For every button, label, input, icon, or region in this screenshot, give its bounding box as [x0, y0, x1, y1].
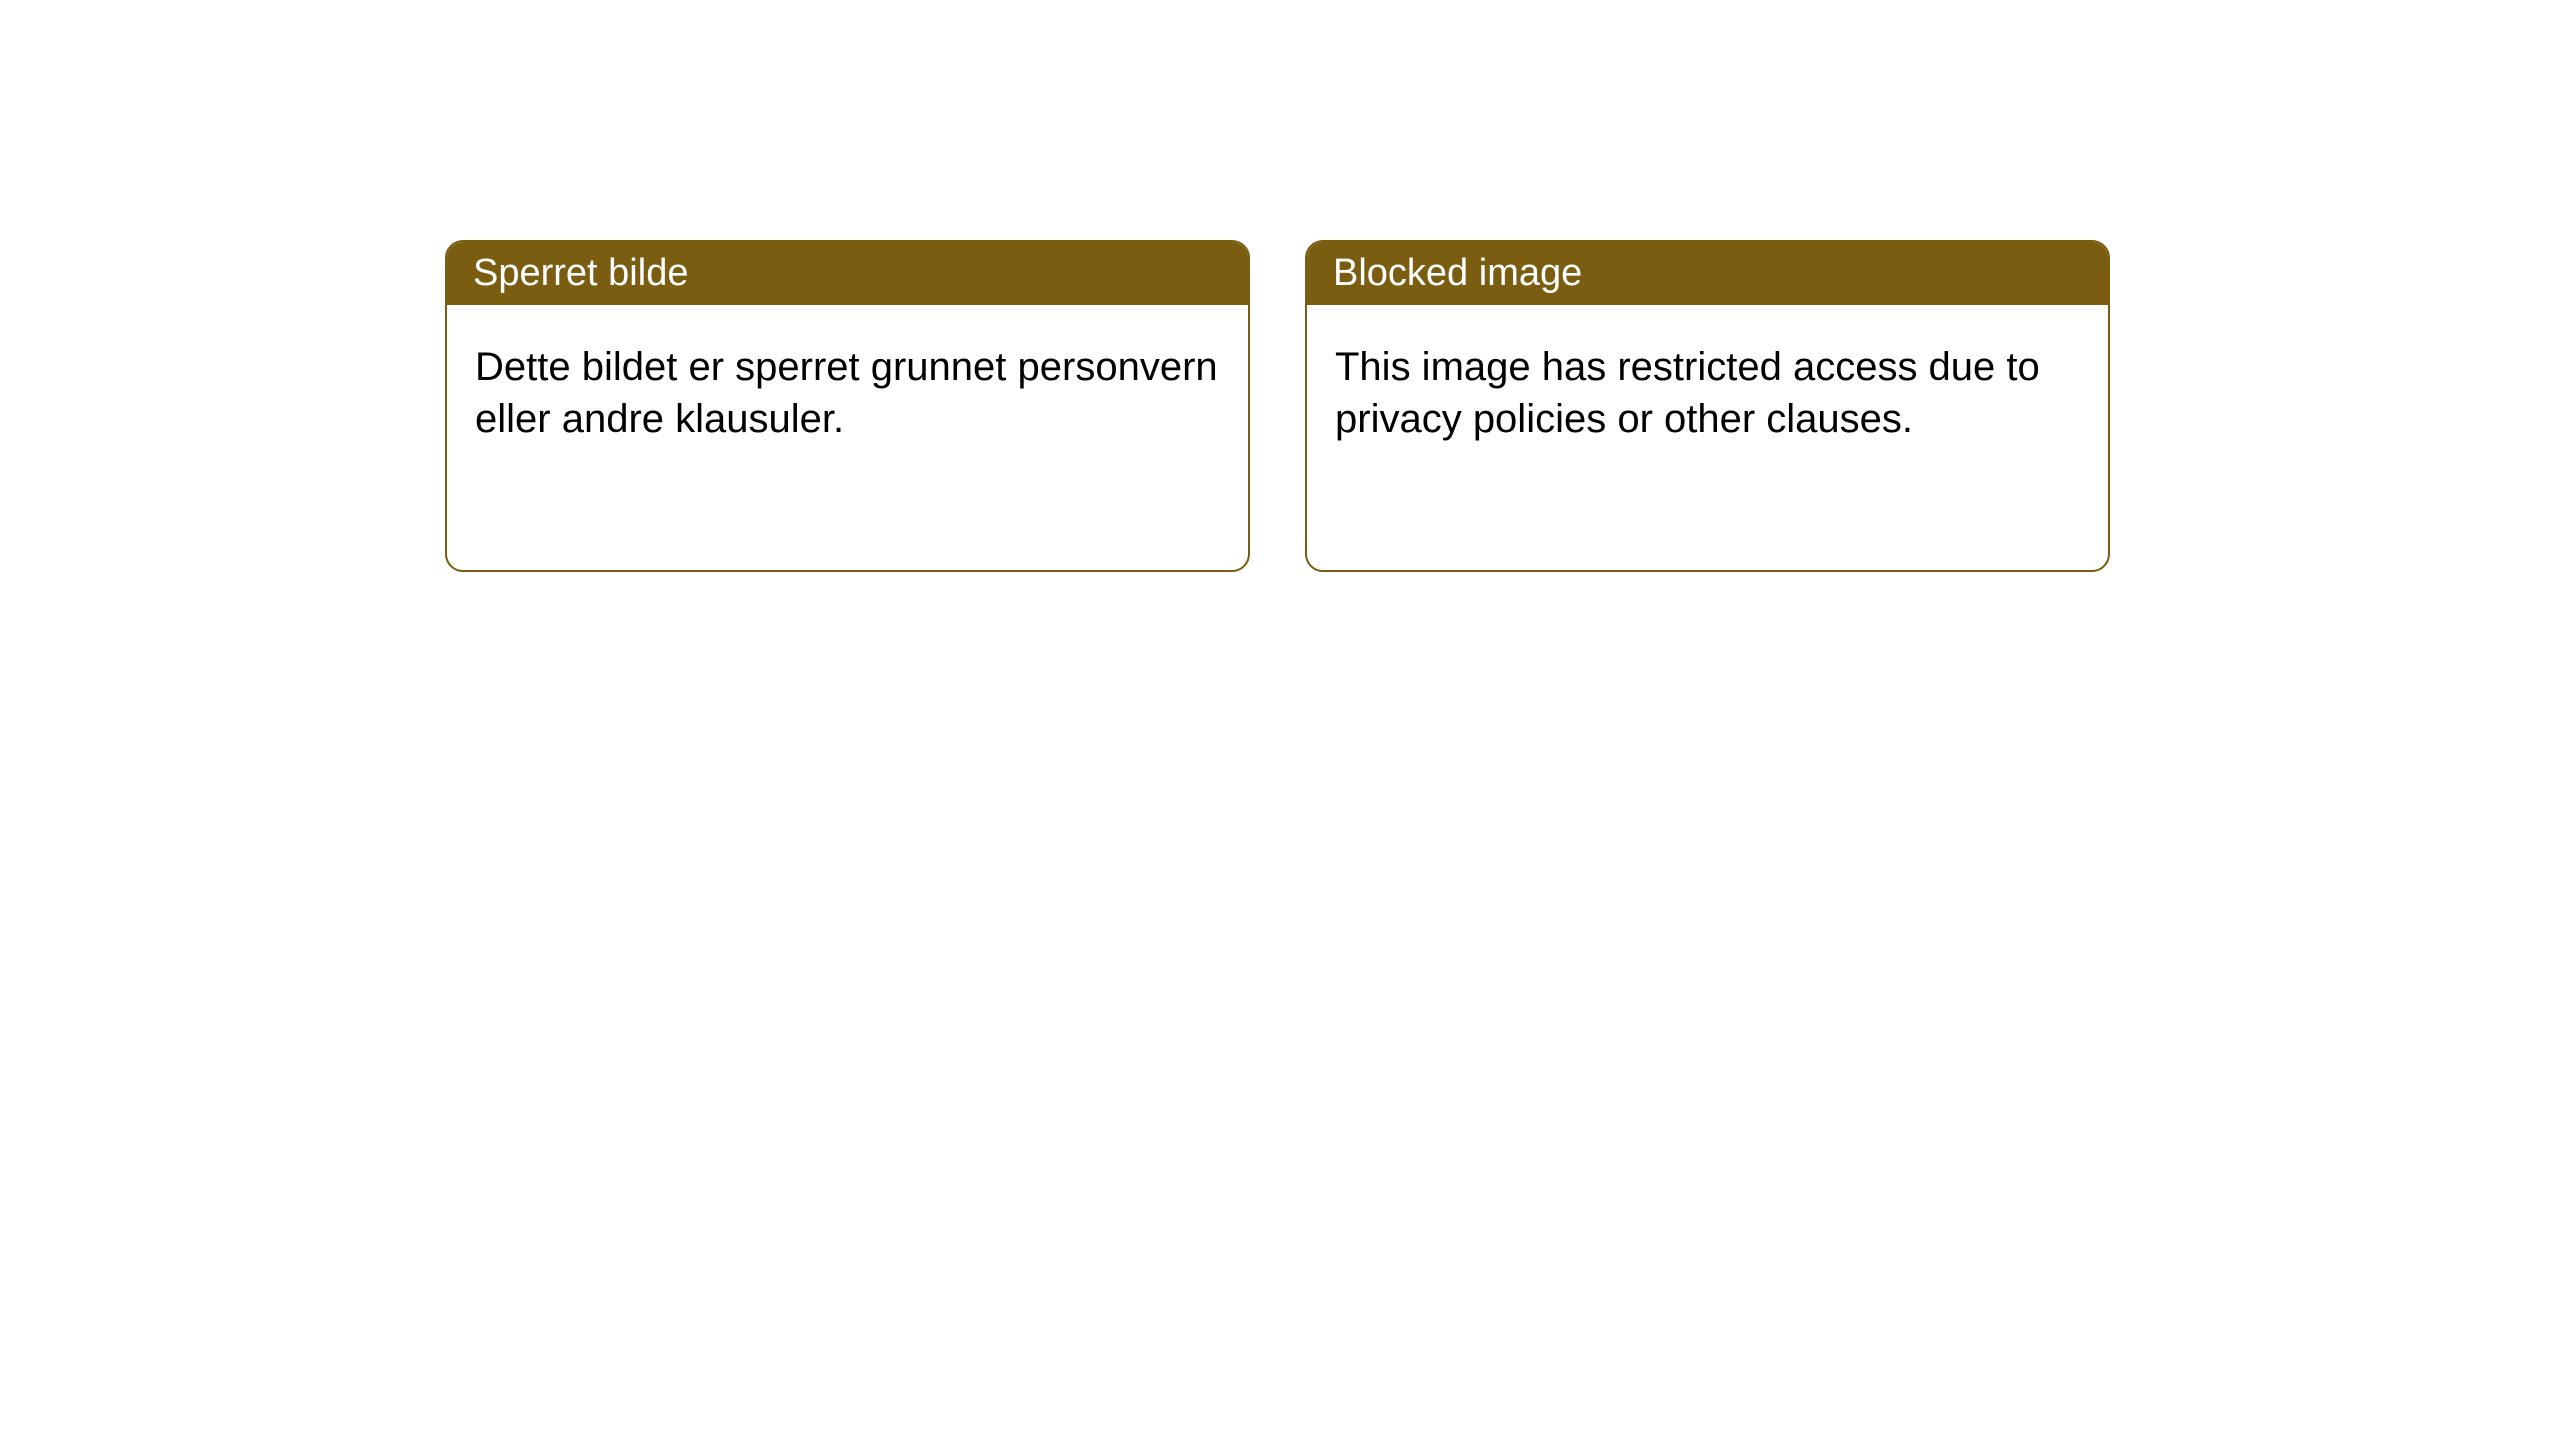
notice-header: Sperret bilde [447, 242, 1248, 305]
notice-title: Blocked image [1333, 252, 1582, 294]
notice-text: This image has restricted access due to … [1335, 345, 2040, 441]
notice-body: This image has restricted access due to … [1307, 305, 2108, 481]
notice-container: Sperret bilde Dette bildet er sperret gr… [0, 0, 2560, 572]
notice-card-norwegian: Sperret bilde Dette bildet er sperret gr… [445, 240, 1250, 572]
notice-text: Dette bildet er sperret grunnet personve… [475, 345, 1218, 441]
notice-header: Blocked image [1307, 242, 2108, 305]
notice-card-english: Blocked image This image has restricted … [1305, 240, 2110, 572]
notice-body: Dette bildet er sperret grunnet personve… [447, 305, 1248, 481]
notice-title: Sperret bilde [473, 252, 688, 294]
